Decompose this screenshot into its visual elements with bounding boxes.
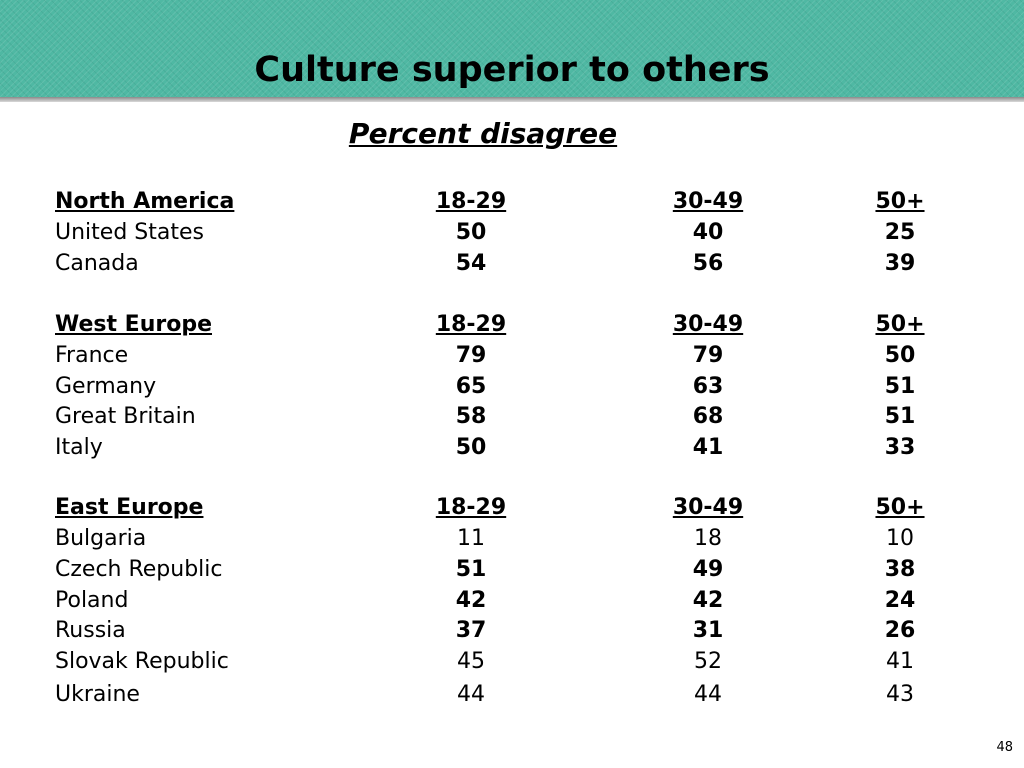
country-label: Ukraine xyxy=(55,682,140,707)
column-header-30-49: 30-49 xyxy=(672,189,744,214)
value-30-49: 44 xyxy=(694,682,722,707)
value-18-29: 65 xyxy=(455,374,487,399)
value-18-29: 44 xyxy=(457,682,485,707)
country-label: Bulgaria xyxy=(55,526,147,551)
value-30-49: 40 xyxy=(692,220,724,245)
value-30-49: 49 xyxy=(692,557,724,582)
table-row: France 79 79 50 xyxy=(0,341,1024,371)
column-header-50-plus: 50+ xyxy=(875,495,925,520)
value-18-29: 51 xyxy=(455,557,487,582)
page-number: 48 xyxy=(996,740,1013,755)
value-18-29: 50 xyxy=(455,435,487,460)
country-label: Great Britain xyxy=(55,404,196,429)
table-row: Russia 37 31 26 xyxy=(0,616,1024,646)
value-50-plus: 38 xyxy=(884,557,916,582)
region-label: East Europe xyxy=(55,495,204,520)
value-50-plus: 25 xyxy=(884,220,916,245)
value-18-29: 37 xyxy=(455,618,487,643)
value-50-plus: 41 xyxy=(886,649,914,674)
slide-subtitle: Percent disagree xyxy=(348,117,618,150)
region-label: West Europe xyxy=(55,312,212,337)
value-50-plus: 33 xyxy=(884,435,916,460)
header-divider xyxy=(0,97,1024,102)
country-label: Canada xyxy=(55,251,139,276)
value-30-49: 18 xyxy=(694,526,722,551)
value-18-29: 54 xyxy=(455,251,487,276)
column-header-18-29: 18-29 xyxy=(435,189,507,214)
column-header-50-plus: 50+ xyxy=(875,189,925,214)
value-18-29: 45 xyxy=(457,649,485,674)
table-row: Bulgaria 11 18 10 xyxy=(0,524,1024,554)
value-30-49: 41 xyxy=(692,435,724,460)
table-row: Czech Republic 51 49 38 xyxy=(0,555,1024,585)
table-row: Germany 65 63 51 xyxy=(0,372,1024,402)
table-row: Ukraine 44 44 43 xyxy=(0,680,1024,710)
section-header-north-america: North America 18-29 30-49 50+ xyxy=(0,187,1024,217)
value-30-49: 79 xyxy=(692,343,724,368)
value-18-29: 11 xyxy=(457,526,485,551)
country-label: Poland xyxy=(55,588,129,613)
value-50-plus: 51 xyxy=(884,404,916,429)
value-18-29: 79 xyxy=(455,343,487,368)
table-row: Great Britain 58 68 51 xyxy=(0,402,1024,432)
region-label: North America xyxy=(55,189,235,214)
value-18-29: 42 xyxy=(455,588,487,613)
table-row: Italy 50 41 33 xyxy=(0,433,1024,463)
country-label: Slovak Republic xyxy=(55,649,229,674)
value-18-29: 50 xyxy=(455,220,487,245)
country-label: Italy xyxy=(55,435,103,460)
section-header-east-europe: East Europe 18-29 30-49 50+ xyxy=(0,493,1024,523)
value-50-plus: 10 xyxy=(886,526,914,551)
value-30-49: 68 xyxy=(692,404,724,429)
value-30-49: 52 xyxy=(694,649,722,674)
column-header-30-49: 30-49 xyxy=(672,495,744,520)
table-row: Canada 54 56 39 xyxy=(0,249,1024,279)
column-header-30-49: 30-49 xyxy=(672,312,744,337)
value-30-49: 42 xyxy=(692,588,724,613)
table-row: Slovak Republic 45 52 41 xyxy=(0,647,1024,677)
country-label: Germany xyxy=(55,374,157,399)
column-header-18-29: 18-29 xyxy=(435,312,507,337)
country-label: France xyxy=(55,343,129,368)
value-50-plus: 39 xyxy=(884,251,916,276)
value-50-plus: 26 xyxy=(884,618,916,643)
header-band xyxy=(0,0,1024,98)
value-30-49: 31 xyxy=(692,618,724,643)
slide-title: Culture superior to others xyxy=(254,50,770,90)
value-18-29: 58 xyxy=(455,404,487,429)
value-30-49: 56 xyxy=(692,251,724,276)
column-header-18-29: 18-29 xyxy=(435,495,507,520)
country-label: Czech Republic xyxy=(55,557,223,582)
country-label: Russia xyxy=(55,618,126,643)
value-50-plus: 50 xyxy=(884,343,916,368)
table-row: United States 50 40 25 xyxy=(0,218,1024,248)
column-header-50-plus: 50+ xyxy=(875,312,925,337)
section-header-west-europe: West Europe 18-29 30-49 50+ xyxy=(0,310,1024,340)
country-label: United States xyxy=(55,220,204,245)
value-30-49: 63 xyxy=(692,374,724,399)
table-row: Poland 42 42 24 xyxy=(0,586,1024,616)
value-50-plus: 24 xyxy=(884,588,916,613)
value-50-plus: 43 xyxy=(886,682,914,707)
value-50-plus: 51 xyxy=(884,374,916,399)
